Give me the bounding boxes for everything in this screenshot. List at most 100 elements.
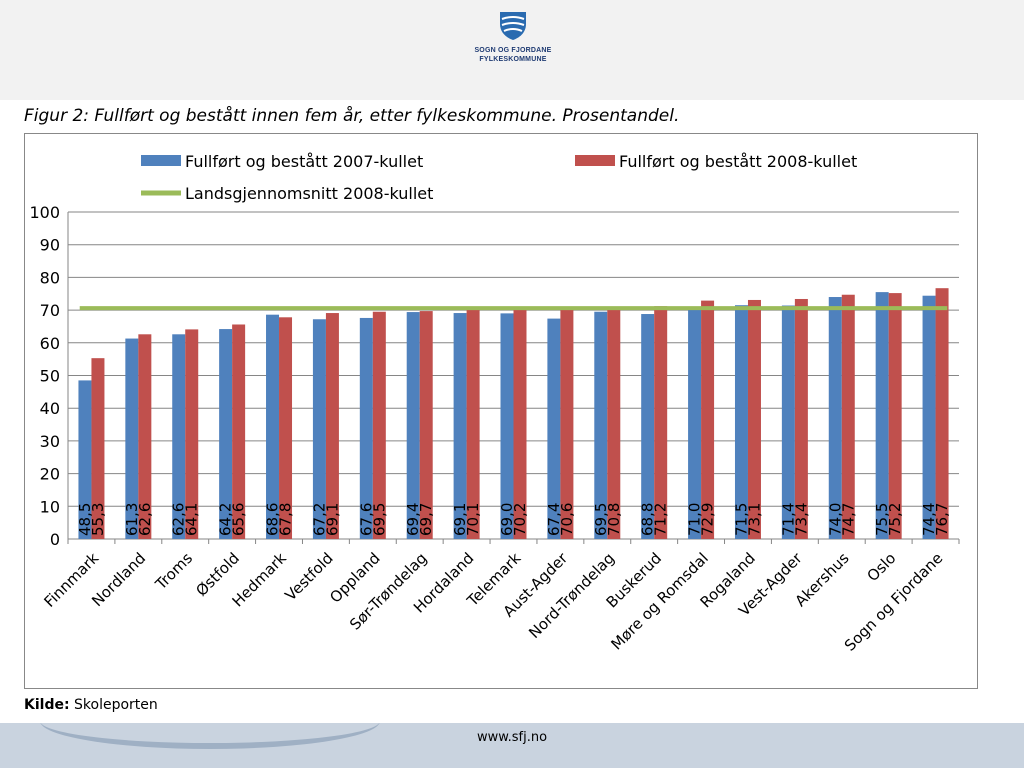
y-tick-label: 70 <box>40 301 60 320</box>
data-label-2007: 67,4 <box>545 503 563 536</box>
bar-2007 <box>500 313 514 539</box>
bar-2007 <box>875 292 889 539</box>
category-label: Troms <box>151 549 196 594</box>
data-label-2008: 73,1 <box>745 503 763 536</box>
source-label: Kilde: <box>24 697 70 713</box>
data-label-2008: 72,9 <box>699 503 717 536</box>
data-label-2007: 48,5 <box>76 503 94 536</box>
bar-2008 <box>841 294 855 539</box>
source-note: Kilde: Skoleporten <box>24 697 158 713</box>
bar-2007 <box>266 314 280 539</box>
y-tick-label: 100 <box>29 203 60 222</box>
footer-swoosh <box>40 723 380 749</box>
data-label-2008: 62,6 <box>136 503 154 536</box>
data-label-2007: 69,4 <box>404 503 422 536</box>
data-label-2007: 71,4 <box>779 503 797 536</box>
data-label-2008: 76,7 <box>933 503 951 536</box>
bar-2007 <box>594 311 608 539</box>
y-tick-label: 90 <box>40 236 60 255</box>
data-label-2008: 69,5 <box>370 503 388 536</box>
bar-2007 <box>125 338 139 539</box>
data-label-2007: 67,6 <box>357 503 375 536</box>
y-tick-label: 40 <box>40 399 60 418</box>
bar-2007 <box>312 319 326 539</box>
data-label-2008: 65,6 <box>230 503 248 536</box>
legend-swatch-2008 <box>575 155 615 166</box>
data-label-2007: 74,4 <box>920 503 938 536</box>
bar-2008 <box>794 298 808 539</box>
bar-2008 <box>888 293 902 539</box>
y-tick-label: 80 <box>40 268 60 287</box>
logo-line-1: SOGN OG FJORDANE <box>474 47 552 54</box>
bar-2007 <box>172 334 186 539</box>
bar-2007 <box>828 297 842 539</box>
bar-2008 <box>654 306 668 539</box>
bar-2007 <box>219 329 233 539</box>
bar-2008 <box>935 288 949 539</box>
figure-title: Figur 2: Fullført og bestått innen fem å… <box>24 106 680 126</box>
bar-2008 <box>419 311 433 539</box>
logo-line-2: FYLKESKOMMUNE <box>479 56 547 63</box>
data-label-2008: 69,7 <box>417 503 435 536</box>
footer-url[interactable]: www.sfj.no <box>476 730 548 745</box>
bar-2007 <box>641 314 655 539</box>
data-label-2007: 74,0 <box>826 503 844 536</box>
data-label-2008: 70,6 <box>558 503 576 536</box>
y-tick-label: 10 <box>40 497 60 516</box>
data-label-2007: 62,6 <box>170 503 188 536</box>
legend-label-2008: Fullført og bestått 2008-kullet <box>619 152 857 171</box>
data-label-2007: 69,1 <box>451 503 469 536</box>
data-label-2008: 69,1 <box>323 503 341 536</box>
data-label-2007: 71,0 <box>686 503 704 536</box>
legend-label-average: Landsgjennomsnitt 2008-kullet <box>185 184 433 203</box>
bar-2008 <box>91 358 105 539</box>
bar-2008 <box>466 309 480 539</box>
data-label-2007: 71,5 <box>732 503 750 536</box>
bar-2008 <box>232 324 246 539</box>
data-label-2008: 70,8 <box>605 503 623 536</box>
bar-2007 <box>781 305 795 539</box>
data-label-2008: 75,2 <box>886 503 904 536</box>
bar-2008 <box>747 299 761 539</box>
y-tick-label: 50 <box>40 367 60 386</box>
bar-2008 <box>701 300 715 539</box>
category-label: Oslo <box>863 549 899 585</box>
data-label-2007: 69,5 <box>592 503 610 536</box>
data-label-2008: 73,4 <box>792 503 810 536</box>
source-text: Skoleporten <box>74 697 158 713</box>
category-label: Nord-Trøndelag <box>525 549 618 642</box>
footer-band <box>0 723 1024 768</box>
data-label-2008: 67,8 <box>277 503 295 536</box>
data-label-2008: 74,7 <box>839 503 857 536</box>
bar-2008 <box>607 307 621 539</box>
bar-2007 <box>547 318 561 539</box>
chart-frame: 0 10 20 30 40 50 60 70 80 90 100 48,5 55,3 Finnmark 61… <box>24 133 978 689</box>
data-label-2007: 68,6 <box>264 503 282 536</box>
bar-2007 <box>922 295 936 539</box>
bar-2007 <box>78 380 92 539</box>
organization-logo: SOGN OG FJORDANE FYLKESKOMMUNE <box>458 10 568 64</box>
bar-2007 <box>734 305 748 539</box>
bar-2008 <box>560 308 574 539</box>
legend-swatch-2007 <box>141 155 181 166</box>
data-label-2008: 55,3 <box>89 503 107 536</box>
bar-2007 <box>688 306 702 539</box>
data-label-2007: 68,8 <box>639 503 657 536</box>
legend-label-2007: Fullført og bestått 2007-kullet <box>185 152 423 171</box>
bar-2007 <box>359 317 373 539</box>
bar-2008 <box>138 334 152 539</box>
data-label-2008: 71,2 <box>652 503 670 536</box>
shield-logo-icon <box>500 12 526 40</box>
data-label-2007: 69,0 <box>498 503 516 536</box>
bar-2008 <box>513 309 527 539</box>
bar-2008 <box>185 329 199 539</box>
y-tick-label: 0 <box>50 530 60 549</box>
bar-2007 <box>406 312 420 539</box>
bar-2008 <box>372 311 386 539</box>
y-tick-label: 60 <box>40 334 60 353</box>
data-label-2008: 70,1 <box>464 503 482 536</box>
bar-2008 <box>279 317 293 539</box>
data-label-2007: 75,5 <box>873 503 891 536</box>
y-tick-label: 30 <box>40 432 60 451</box>
data-label-2007: 67,2 <box>310 503 328 536</box>
